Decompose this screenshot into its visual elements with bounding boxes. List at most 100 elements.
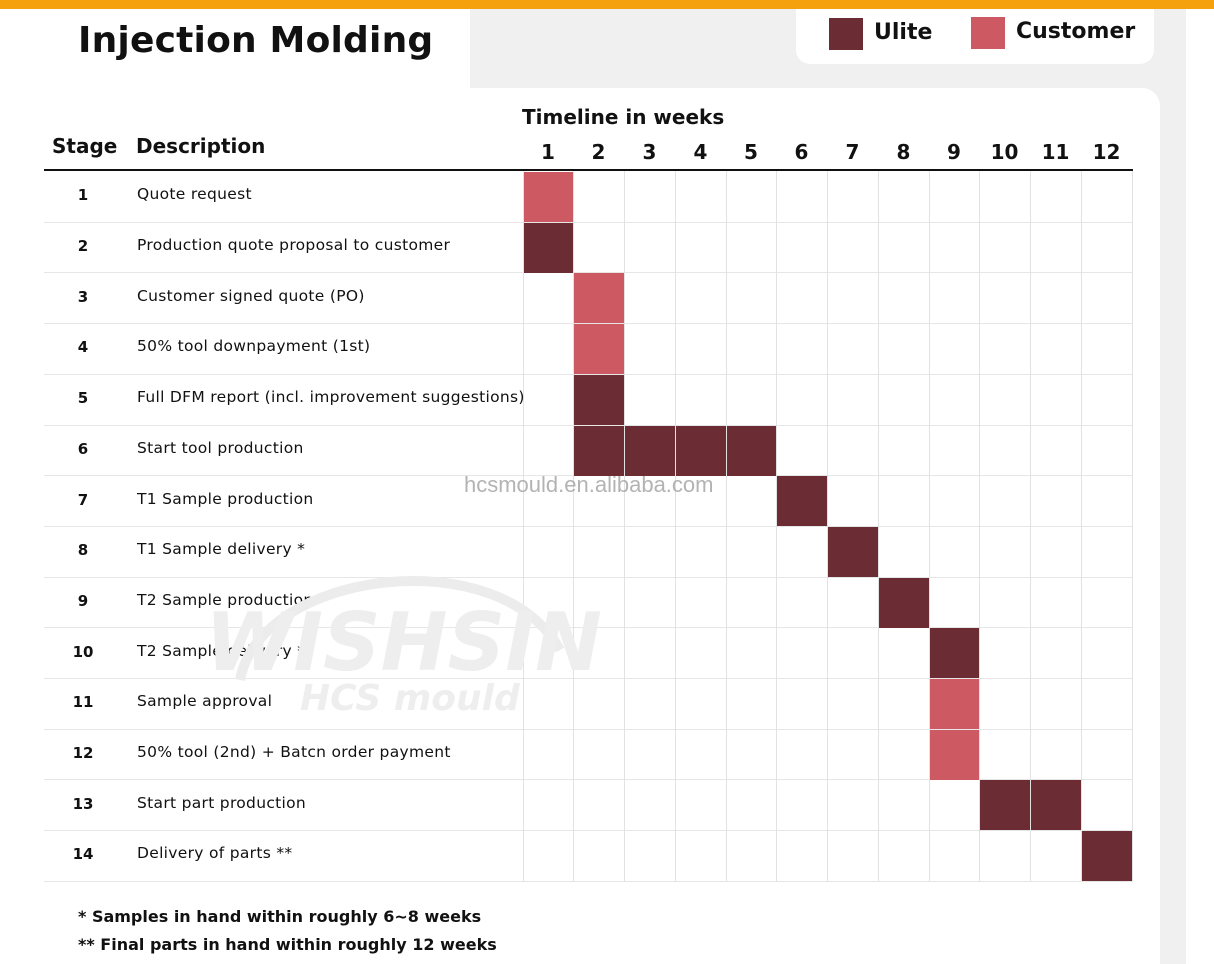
top-accent-bar xyxy=(0,0,1214,9)
column-divider xyxy=(929,171,930,881)
gantt-bar-customer xyxy=(524,172,573,222)
column-divider xyxy=(827,171,828,881)
week-label: 11 xyxy=(1041,140,1070,164)
stage-description: Production quote proposal to customer xyxy=(137,236,451,255)
stage-description: Start tool production xyxy=(137,438,304,457)
footnote-samples: * Samples in hand within roughly 6~8 wee… xyxy=(78,907,482,926)
row-divider xyxy=(44,881,1133,882)
stage-description: T1 Sample delivery * xyxy=(137,540,306,559)
gantt-bar-ulite xyxy=(879,578,929,628)
column-divider xyxy=(776,171,777,881)
watermark-brand: WISHSINO xyxy=(205,596,600,689)
gantt-bar-ulite xyxy=(676,426,726,476)
week-label: 4 xyxy=(693,140,708,164)
stage-number: 13 xyxy=(72,794,94,813)
column-divider xyxy=(523,171,524,881)
week-label: 12 xyxy=(1092,140,1121,164)
stage-number: 7 xyxy=(77,490,89,509)
gantt-bar-customer xyxy=(574,273,624,323)
stage-number: 4 xyxy=(77,338,89,357)
stage-description: T1 Sample production xyxy=(137,489,314,508)
title-panel xyxy=(0,9,470,91)
stage-number: 5 xyxy=(77,389,89,408)
week-label: 2 xyxy=(591,140,606,164)
week-label: 6 xyxy=(794,140,809,164)
stage-number: 6 xyxy=(77,439,89,458)
stage-number: 14 xyxy=(72,845,94,864)
column-divider xyxy=(1030,171,1031,881)
stage-description: Quote request xyxy=(137,185,252,204)
gantt-bar-ulite xyxy=(727,426,776,476)
stage-number: 3 xyxy=(77,287,89,306)
footnote-parts: ** Final parts in hand within roughly 12… xyxy=(78,935,497,954)
stage-description: T2 Sample production xyxy=(137,590,314,609)
gantt-bar-ulite xyxy=(828,527,878,577)
stage-description: Customer signed quote (PO) xyxy=(137,286,365,305)
stage-number: 12 xyxy=(72,744,94,763)
watermark-logo: WISHSINO HCS mould xyxy=(205,576,600,719)
row-divider xyxy=(44,830,1133,831)
row-divider xyxy=(44,272,1133,273)
gantt-bar-customer xyxy=(574,324,624,374)
week-label: 5 xyxy=(744,140,758,164)
right-margin-strip xyxy=(1186,9,1214,964)
week-label: 9 xyxy=(947,140,961,164)
gantt-bar-ulite xyxy=(625,426,675,476)
row-divider xyxy=(44,425,1133,426)
column-divider xyxy=(624,171,625,881)
week-label: 7 xyxy=(845,140,860,164)
stage-description: Full DFM report (incl. improvement sugge… xyxy=(137,388,525,407)
gantt-bar-customer xyxy=(930,730,979,780)
column-divider xyxy=(1081,171,1082,881)
stage-number: 10 xyxy=(72,642,94,661)
column-divider xyxy=(1132,171,1133,881)
page-title: Injection Molding xyxy=(78,20,434,61)
column-divider xyxy=(726,171,727,881)
column-divider xyxy=(675,171,676,881)
week-label: 10 xyxy=(990,140,1019,164)
watermark-sub: HCS mould xyxy=(300,678,521,719)
row-divider xyxy=(44,222,1133,223)
week-label: 8 xyxy=(896,140,911,164)
row-divider xyxy=(44,374,1133,375)
gantt-bar-ulite xyxy=(1082,831,1132,881)
stage-description: Sample approval xyxy=(137,692,273,711)
legend-label-customer: Customer xyxy=(1016,19,1136,44)
row-divider xyxy=(44,729,1133,730)
week-label: 3 xyxy=(642,140,657,164)
header-rule xyxy=(44,169,1133,171)
gantt-bar-ulite xyxy=(777,476,827,526)
gantt-bar-ulite xyxy=(524,223,573,273)
description-header: Description xyxy=(136,134,266,158)
row-divider xyxy=(44,627,1133,628)
stage-description: 50% tool downpayment (1st) xyxy=(137,337,371,356)
timeline-header: Timeline in weeks xyxy=(522,105,725,129)
column-divider xyxy=(979,171,980,881)
row-divider xyxy=(44,577,1133,578)
stage-header: Stage xyxy=(52,134,118,158)
row-divider xyxy=(44,678,1133,679)
legend-swatch-customer xyxy=(971,17,1005,49)
stage-description: Start part production xyxy=(137,793,307,812)
week-label: 1 xyxy=(541,140,555,164)
legend-label-ulite: Ulite xyxy=(874,20,933,45)
gantt-bar-ulite xyxy=(574,426,624,476)
stage-number: 9 xyxy=(77,591,89,610)
stage-description: Delivery of parts ** xyxy=(137,844,293,863)
stage-description: T2 Sample delivery * xyxy=(137,641,306,660)
legend-swatch-ulite xyxy=(829,18,863,50)
row-divider xyxy=(44,323,1133,324)
gantt-bar-ulite xyxy=(930,628,979,678)
stage-number: 8 xyxy=(77,541,89,560)
gantt-bar-ulite xyxy=(980,780,1030,830)
stage-number: 2 xyxy=(77,237,89,256)
column-divider xyxy=(573,171,574,881)
watermark-url: hcsmould.en.alibaba.com xyxy=(464,472,714,497)
gantt-bar-ulite xyxy=(1031,780,1081,830)
row-divider xyxy=(44,779,1133,780)
stage-description: 50% tool (2nd) + Batcn order payment xyxy=(137,743,451,762)
row-divider xyxy=(44,526,1133,527)
stage-number: 11 xyxy=(72,693,94,712)
column-divider xyxy=(878,171,879,881)
gantt-bar-customer xyxy=(930,679,979,729)
